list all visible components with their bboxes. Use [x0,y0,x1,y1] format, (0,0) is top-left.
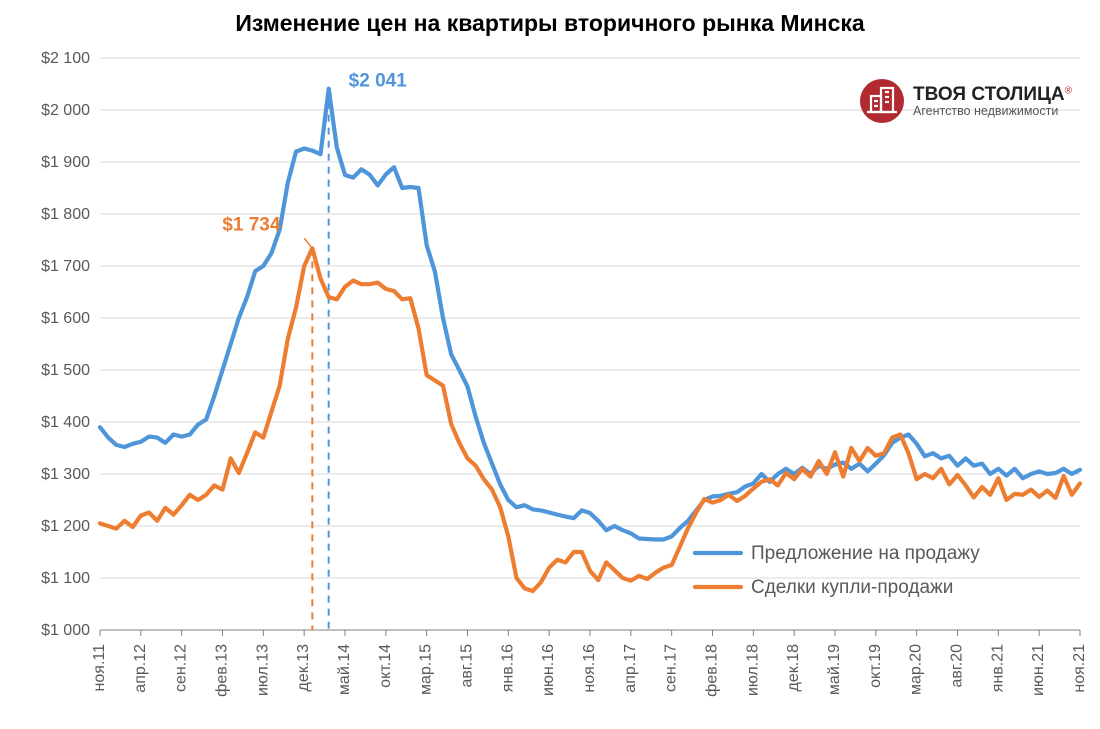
callout-label: $1 734 [222,214,281,235]
x-tick-label: мар.15 [418,644,435,695]
x-tick-label: сен.17 [663,644,680,692]
callout-label: $2 041 [349,71,408,92]
x-tick-label: авг.20 [949,644,966,688]
y-tick-label: $1 100 [41,570,90,587]
x-tick-label: май.19 [826,644,843,695]
x-tick-label: апр.17 [622,644,639,693]
brand-logo-text: ТВОЯ СТОЛИЦА® Агентство недвижимости [913,84,1072,118]
x-tick-label: ноя.16 [581,644,598,693]
x-tick-label: окт.14 [377,644,394,688]
x-tick-label: июл.18 [744,644,761,696]
y-tick-label: $1 600 [41,310,90,327]
x-tick-label: янв.16 [499,644,516,692]
chart-title: Изменение цен на квартиры вторичного рын… [0,10,1100,37]
y-tick-label: $1 400 [41,414,90,431]
brand-logo-sub: Агентство недвижимости [913,104,1072,118]
y-tick-label: $1 200 [41,518,90,535]
y-tick-label: $2 000 [41,102,90,119]
y-tick-label: $2 100 [41,50,90,67]
y-tick-label: $1 800 [41,206,90,223]
x-tick-label: янв.21 [989,644,1006,692]
x-tick-label: сен.12 [173,644,190,692]
callout-leader [304,238,312,248]
series-line [100,89,1080,540]
x-tick-label: июл.13 [254,644,271,696]
x-tick-label: июн.21 [1030,644,1047,696]
x-tick-label: дек.18 [785,644,802,692]
x-tick-label: дек.13 [295,644,312,692]
x-tick-label: фев.13 [214,644,231,697]
brand-logo-reg: ® [1065,86,1072,97]
brand-logo: ТВОЯ СТОЛИЦА® Агентство недвижимости [859,78,1072,124]
x-tick-label: май.14 [336,644,353,695]
brand-logo-main: ТВОЯ СТОЛИЦА [913,84,1065,105]
legend-label: Предложение на продажу [751,543,980,564]
y-tick-label: $1 300 [41,466,90,483]
y-tick-label: $1 700 [41,258,90,275]
y-tick-label: $1 000 [41,622,90,639]
x-tick-label: мар.20 [908,644,925,695]
x-tick-label: ноя.11 [91,644,108,692]
legend-label: Сделки купли-продажи [751,577,953,598]
x-tick-label: апр.12 [132,644,149,693]
y-tick-label: $1 900 [41,154,90,171]
x-tick-label: авг.15 [459,644,476,688]
y-tick-label: $1 500 [41,362,90,379]
x-tick-label: ноя.21 [1071,644,1088,693]
x-tick-label: июн.16 [540,644,557,696]
brand-logo-icon [859,78,905,124]
x-tick-label: окт.19 [867,644,884,688]
x-tick-label: фев.18 [704,644,721,697]
chart-container: Изменение цен на квартиры вторичного рын… [0,0,1100,729]
